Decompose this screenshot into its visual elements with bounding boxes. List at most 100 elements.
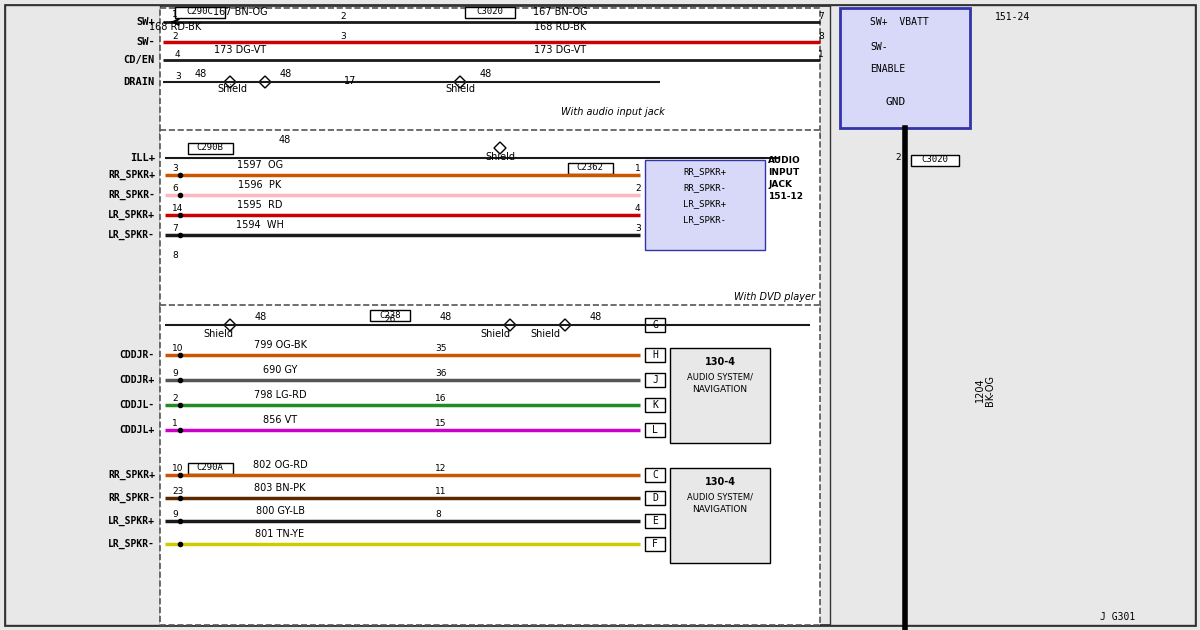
Text: LR_SPKR-: LR_SPKR- [108,539,155,549]
Text: C2362: C2362 [576,164,604,173]
Text: 1596  PK: 1596 PK [239,180,282,190]
Text: 168 RD-BK: 168 RD-BK [149,22,202,32]
Bar [646,398,665,412]
Text: 800 GY-LB: 800 GY-LB [256,506,305,516]
Text: 1: 1 [818,50,823,59]
Bar [646,468,665,482]
Text: 14: 14 [172,204,184,213]
Bar [568,163,612,173]
Text: 3: 3 [635,224,641,233]
Text: CDDJL+: CDDJL+ [120,425,155,435]
Text: C290B: C290B [197,144,223,152]
Text: Shield: Shield [530,329,560,339]
Bar [646,537,665,551]
Text: 9: 9 [172,369,178,378]
Bar [646,423,665,437]
Text: 4: 4 [635,204,641,213]
Text: 9: 9 [172,510,178,519]
Text: 130-4: 130-4 [704,357,736,367]
Text: F: F [652,539,658,549]
Text: 798 LG-RD: 798 LG-RD [253,390,306,400]
Text: G: G [652,320,658,330]
Text: J: J [652,375,658,385]
Text: RR_SPKR-: RR_SPKR- [684,183,726,193]
Text: 856 VT: 856 VT [263,415,298,425]
Text: AUDIO: AUDIO [768,156,800,165]
Text: 48: 48 [256,312,268,322]
Polygon shape [259,76,271,88]
Text: 2: 2 [895,153,901,162]
Bar [670,348,770,443]
Text: 48: 48 [280,69,293,79]
Text: 16: 16 [436,394,446,403]
Bar [830,5,1195,625]
Text: SW-: SW- [870,42,888,52]
Text: 151-24: 151-24 [995,12,1031,22]
Text: C: C [652,470,658,480]
Text: ENABLE: ENABLE [870,64,905,74]
Text: 17: 17 [344,76,356,86]
Text: With DVD player: With DVD player [734,292,815,302]
Text: 48: 48 [194,69,208,79]
Text: CD/EN: CD/EN [124,55,155,65]
Text: 173 DG-VT: 173 DG-VT [214,45,266,55]
Text: 48: 48 [440,312,452,322]
Text: 3: 3 [340,32,346,41]
Text: AUDIO SYSTEM/: AUDIO SYSTEM/ [686,373,754,382]
Text: 15: 15 [436,419,446,428]
Text: 2: 2 [172,32,178,41]
Text: 801 TN-YE: 801 TN-YE [256,529,305,539]
Text: RR_SPKR+: RR_SPKR+ [684,168,726,176]
Text: CDDJR-: CDDJR- [120,350,155,360]
Text: DRAIN: DRAIN [124,77,155,87]
Text: 8: 8 [436,510,440,519]
Bar [646,514,665,528]
Bar [160,305,820,625]
Text: 4: 4 [175,50,181,59]
Text: J G301: J G301 [1100,612,1135,622]
Text: 35: 35 [436,344,446,353]
Text: 7: 7 [818,12,823,21]
Text: E: E [652,516,658,526]
Text: C3020: C3020 [922,156,948,164]
Text: 2: 2 [635,184,641,193]
Bar [840,8,970,128]
Bar [646,491,665,505]
Text: 1: 1 [635,164,641,173]
Text: L: L [652,425,658,435]
Text: With audio input jack: With audio input jack [562,107,665,117]
Text: LR_SPKR-: LR_SPKR- [684,215,726,224]
Text: 3: 3 [172,164,178,173]
Bar [370,309,410,321]
Text: JACK: JACK [768,180,792,189]
Text: SW+  VBATT: SW+ VBATT [870,17,929,27]
Text: 10: 10 [172,344,184,353]
Text: 11: 11 [436,487,446,496]
Text: 2: 2 [172,394,178,403]
Text: 803 BN-PK: 803 BN-PK [254,483,306,493]
Text: Shield: Shield [480,329,510,339]
Polygon shape [454,76,466,88]
Text: ILL+: ILL+ [130,153,155,163]
Polygon shape [494,142,506,154]
Text: 167 BN-OG: 167 BN-OG [533,7,587,17]
Polygon shape [224,76,236,88]
Bar [670,468,770,563]
Text: C238: C238 [379,311,401,319]
Bar [646,373,665,387]
Text: 1: 1 [172,419,178,428]
Text: H: H [652,350,658,360]
Text: 8: 8 [172,251,178,260]
Text: INPUT: INPUT [768,168,799,177]
Text: Shield: Shield [485,152,515,162]
Bar [160,8,820,138]
Text: RR_SPKR-: RR_SPKR- [108,190,155,200]
Text: 1594  WH: 1594 WH [236,220,284,230]
Text: 1: 1 [172,10,178,19]
Text: RR_SPKR+: RR_SPKR+ [108,170,155,180]
Polygon shape [559,319,571,331]
Text: 151-12: 151-12 [768,192,803,201]
Text: NAVIGATION: NAVIGATION [692,385,748,394]
Text: AUDIO SYSTEM/: AUDIO SYSTEM/ [686,493,754,502]
Bar [646,160,766,250]
